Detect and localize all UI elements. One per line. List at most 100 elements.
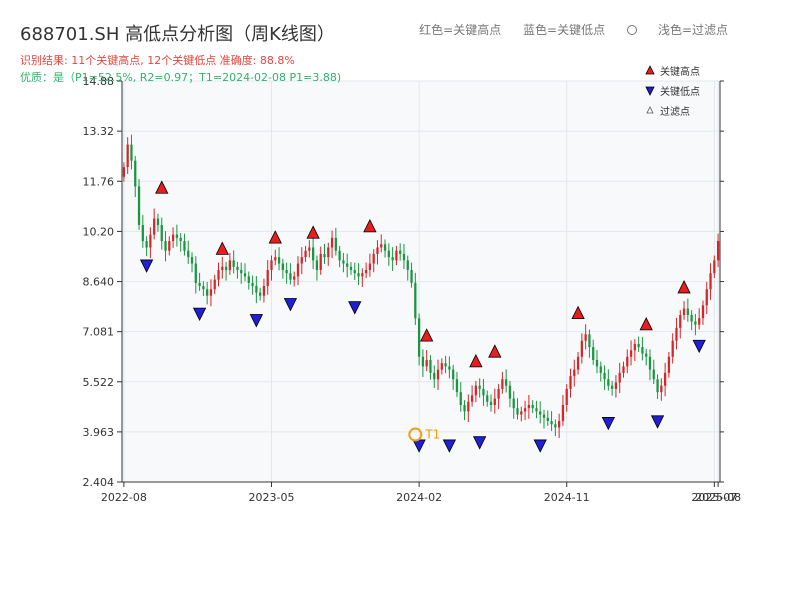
candle-body xyxy=(573,369,576,377)
candle-body xyxy=(137,186,141,225)
candle-body xyxy=(368,263,372,270)
candle-body xyxy=(648,356,652,370)
candle-body xyxy=(296,263,300,277)
candle-body xyxy=(531,404,534,409)
candle-body xyxy=(679,314,682,328)
candle-body xyxy=(671,340,674,357)
candle-body xyxy=(698,318,701,325)
candle-body xyxy=(414,282,417,319)
y-tick-label: 3.963 xyxy=(83,426,115,439)
x-tick-label: 2024-11 xyxy=(544,491,590,504)
candle-body xyxy=(444,363,447,367)
candle-body xyxy=(421,356,425,367)
quality-subtitle: 优质：是（P1=52.5%, R2=0.97；T1=2024-02-08 P1=… xyxy=(20,71,342,84)
candle-body xyxy=(153,218,156,235)
candle-body xyxy=(626,356,629,367)
candle-body xyxy=(383,244,387,251)
candle-body xyxy=(637,343,640,348)
candle-body xyxy=(304,250,307,258)
candle-body xyxy=(311,247,315,261)
y-tick-label: 13.32 xyxy=(83,125,115,138)
y-axis-ticks: 2.404 3.963 5.522 7.081 8.640 10.20 11.76 13.32… xyxy=(83,75,724,489)
candle-body xyxy=(701,305,705,319)
candle-body xyxy=(535,408,538,412)
candle-body xyxy=(410,269,413,283)
legend-low-icon xyxy=(645,86,655,96)
x-tick-label: 2024-02 xyxy=(396,491,442,504)
candle-body xyxy=(467,401,470,412)
candle-body xyxy=(433,372,436,380)
candle-body xyxy=(194,263,197,283)
candle-body xyxy=(175,234,179,238)
candle-body xyxy=(690,314,693,322)
candle-body xyxy=(713,260,716,274)
y-tick-label: 11.76 xyxy=(83,175,115,188)
candle-body xyxy=(323,253,326,258)
y-tick-label: 5.522 xyxy=(83,376,115,389)
candle-body xyxy=(308,247,311,251)
y-tick-label: 2.404 xyxy=(83,476,115,489)
candle-body xyxy=(399,250,402,254)
high-marker xyxy=(268,230,282,244)
high-marker xyxy=(363,218,377,233)
candle-body xyxy=(588,334,591,348)
candle-body xyxy=(614,382,618,389)
candle-body xyxy=(364,269,368,274)
marker-legend: 关键高点 关键低点 过滤点 xyxy=(645,65,700,118)
candle-body xyxy=(463,404,466,412)
candle-body xyxy=(380,244,383,248)
chart-title: 688701.SH 高低点分析图（周K线图） xyxy=(20,24,335,45)
legend-high-icon xyxy=(645,65,655,75)
legend-low-label: 关键低点 xyxy=(660,85,700,98)
candle-body xyxy=(474,385,478,396)
candle-body xyxy=(607,379,610,386)
x-tick-label: 2023-05 xyxy=(249,491,295,504)
candle-body xyxy=(694,321,697,325)
x-tick-label: 2025-07 xyxy=(691,491,737,504)
candle-body xyxy=(716,241,720,261)
candle-body xyxy=(633,343,636,351)
candle-body xyxy=(610,385,614,389)
candle-body xyxy=(277,257,281,264)
legend-high-label: 关键高点 xyxy=(660,65,700,78)
low-marker xyxy=(473,436,487,450)
low-marker xyxy=(283,298,298,312)
high-marker xyxy=(215,241,229,255)
candle-body xyxy=(342,260,345,264)
y-tick-label: 8.640 xyxy=(83,276,115,289)
y-tick-label: 7.081 xyxy=(83,326,115,339)
candle-body xyxy=(448,366,451,370)
t1-ring xyxy=(408,427,423,442)
candle-body xyxy=(622,366,625,373)
candle-body xyxy=(527,404,531,409)
candle-body xyxy=(289,273,292,280)
color-legend: 红色=关键高点 蓝色=关键低点 浅色=过滤点 xyxy=(401,21,728,38)
candle-body xyxy=(652,369,655,380)
candle-body xyxy=(334,237,337,251)
candle-body xyxy=(209,289,213,296)
candle-body xyxy=(641,347,644,354)
candle-body xyxy=(576,356,580,370)
candle-body xyxy=(489,401,493,405)
candle-body xyxy=(497,388,500,399)
low-marker xyxy=(650,415,665,429)
candle-body xyxy=(436,369,440,380)
high-marker xyxy=(306,225,320,239)
candle-body xyxy=(160,224,163,242)
candle-body xyxy=(569,376,572,389)
low-marker xyxy=(601,417,615,431)
candle-body xyxy=(213,279,216,290)
legend-blue-text: 蓝色=关键低点 xyxy=(523,23,606,37)
candle-body xyxy=(156,218,160,225)
legend-red-text: 红色=关键高点 xyxy=(419,23,502,37)
candle-body xyxy=(240,269,243,274)
candle-body xyxy=(228,260,232,270)
high-marker xyxy=(639,316,653,331)
candle-body xyxy=(660,385,663,393)
candle-body xyxy=(452,369,455,380)
candle-body xyxy=(243,273,247,277)
candle-body xyxy=(202,286,205,290)
candle-body xyxy=(259,292,262,296)
key-point-markers: T1 xyxy=(139,180,706,453)
candle-body xyxy=(300,257,303,264)
